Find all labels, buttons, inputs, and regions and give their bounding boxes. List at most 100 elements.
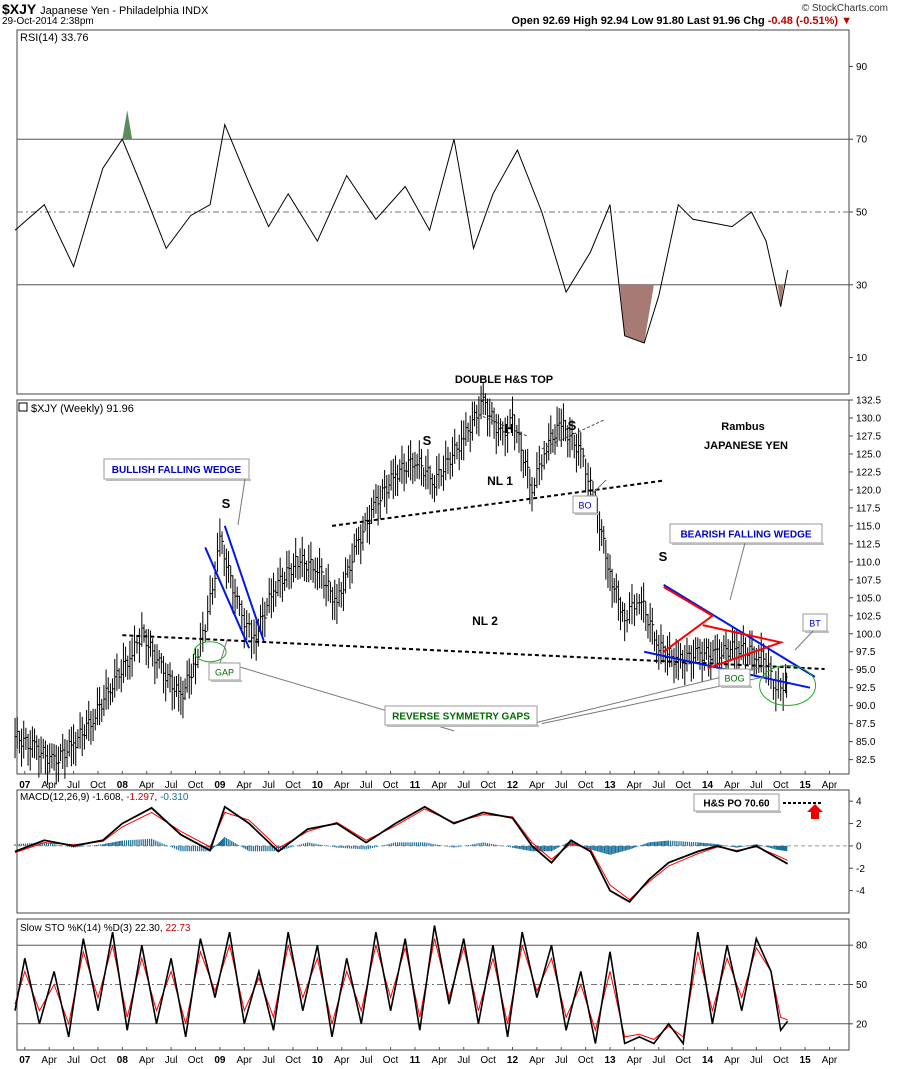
low-label: Low (631, 15, 654, 27)
x-tick-label-bottom: 12 (507, 1055, 519, 1066)
rsi-oversold-fill (619, 284, 654, 344)
label-japanese-yen: JAPANESE YEN (704, 440, 788, 452)
x-tick-label-bottom: Apr (139, 1055, 155, 1066)
label-double-hs: DOUBLE H&S TOP (455, 374, 553, 386)
macd-tick-label: 0 (856, 841, 862, 852)
price-tick-label: 90.0 (856, 701, 876, 712)
label-bo-shadow (575, 513, 599, 515)
x-tick-label: Jul (555, 780, 568, 791)
x-tick-label-bottom: Apr (41, 1055, 57, 1066)
x-tick-label: Apr (334, 780, 350, 791)
x-tick-label: Apr (139, 780, 155, 791)
macd-legend-value: -0.310 (160, 792, 189, 803)
connector-line (219, 639, 228, 664)
x-tick-label: Apr (822, 780, 838, 791)
price-tick-label: 130.0 (856, 413, 881, 424)
label-nl1: NL 1 (487, 474, 513, 488)
red-up-arrow-icon (807, 804, 823, 819)
last-label: Last (687, 15, 710, 27)
last-value: 91.96 (712, 15, 741, 27)
x-tick-label: Apr (724, 780, 740, 791)
neckline-2 (122, 634, 825, 670)
x-tick-label-bottom: Oct (480, 1055, 496, 1066)
copyright: © StockCharts.com (801, 3, 888, 14)
x-tick-label-bottom: 11 (410, 1055, 421, 1066)
price-tick-label: 122.5 (856, 467, 881, 478)
x-tick-label-bottom: 15 (800, 1055, 812, 1066)
x-tick-label: Jul (457, 780, 470, 791)
rsi-line (14, 122, 789, 344)
open-value: 92.69 (542, 15, 571, 27)
price-tick-label: 85.0 (856, 737, 876, 748)
label-bull-wedge-shadow (106, 479, 251, 481)
macd-legend-value: -1.297 (126, 792, 155, 803)
x-tick-label: Apr (432, 780, 448, 791)
x-tick-label-bottom: Oct (285, 1055, 301, 1066)
price-tick-label: 115.0 (856, 521, 881, 532)
x-tick-label: 14 (702, 780, 714, 791)
price-tick-label: 132.5 (856, 396, 881, 407)
x-tick-label-bottom: 09 (214, 1055, 226, 1066)
bull-wedge-line (223, 525, 265, 642)
chart-title: $XJY Japanese Yen - Philadelphia INDX (2, 1, 208, 17)
rsi-tick-label: 70 (856, 135, 868, 146)
price-tick-label: 102.5 (856, 611, 881, 622)
label-bear-wedge: BEARISH FALLING WEDGE (680, 530, 811, 541)
macd-legend-value: , (155, 792, 161, 803)
down-arrow-icon: ▼ (841, 15, 852, 27)
x-tick-label: Jul (262, 780, 275, 791)
x-tick-label: Oct (383, 780, 399, 791)
price-legend: $XJY (Weekly) 91.96 (31, 403, 134, 415)
macd-tick-label: -2 (856, 864, 865, 875)
x-tick-label-bottom: 08 (117, 1055, 129, 1066)
chart-date: 29-Oct-2014 2:38pm (2, 16, 94, 27)
sto-k-line (14, 925, 789, 1046)
label-bull-wedge: BULLISH FALLING WEDGE (112, 465, 242, 476)
x-tick-label-bottom: Oct (578, 1055, 594, 1066)
x-tick-label-bottom: Jul (750, 1055, 763, 1066)
x-tick-label: 10 (312, 780, 324, 791)
open-label: Open (511, 15, 540, 27)
label-reverse-symmetry: REVERSE SYMMETRY GAPS (392, 712, 530, 723)
high-value: 92.94 (600, 15, 629, 27)
macd-legend-value: -1.608 (92, 792, 121, 803)
label-shoulder-13: S (659, 549, 668, 564)
sto-legend: Slow STO %K(14) %D(3) 22.30, 22.73 (20, 923, 191, 934)
rsi-tick-label: 90 (856, 62, 868, 73)
rsi-legend: RSI(14) 33.76 (20, 32, 88, 44)
connector-line (589, 479, 607, 497)
x-tick-label: Apr (529, 780, 545, 791)
label-po-shadow (696, 811, 781, 813)
x-tick-label-bottom: Apr (529, 1055, 545, 1066)
sto-tick-label: 20 (856, 1019, 868, 1030)
price-tick-label: 120.0 (856, 485, 881, 496)
x-tick-label-bottom: Jul (652, 1055, 665, 1066)
x-tick-label: 15 (800, 780, 812, 791)
macd-legend-value: , (121, 792, 127, 803)
x-tick-label-bottom: 10 (312, 1055, 324, 1066)
x-tick-label-bottom: Oct (383, 1055, 399, 1066)
x-tick-label-bottom: Jul (555, 1055, 568, 1066)
x-tick-label-bottom: Apr (334, 1055, 350, 1066)
label-gap-shadow (211, 680, 242, 682)
label-bt-shadow (805, 631, 829, 633)
label-shoulder-08: S (222, 496, 231, 511)
label-gap: GAP (215, 668, 234, 678)
x-tick-label: Jul (67, 780, 80, 791)
x-tick-label: Oct (285, 780, 301, 791)
bear-wedge-line (663, 583, 816, 678)
symbol: $XJY (2, 1, 37, 17)
x-tick-label: Oct (90, 780, 106, 791)
x-tick-label-bottom: Jul (457, 1055, 470, 1066)
rsi-overbought-fill (122, 110, 133, 140)
x-tick-label-bottom: Oct (90, 1055, 106, 1066)
price-tick-label: 100.0 (856, 629, 881, 640)
x-tick-label: 07 (19, 780, 31, 791)
x-tick-label: Apr (627, 780, 643, 791)
x-tick-label-bottom: Apr (432, 1055, 448, 1066)
label-bt: BT (809, 619, 821, 629)
sto-tick-label: 80 (856, 941, 868, 952)
rsi-oversold-fill (777, 284, 784, 307)
